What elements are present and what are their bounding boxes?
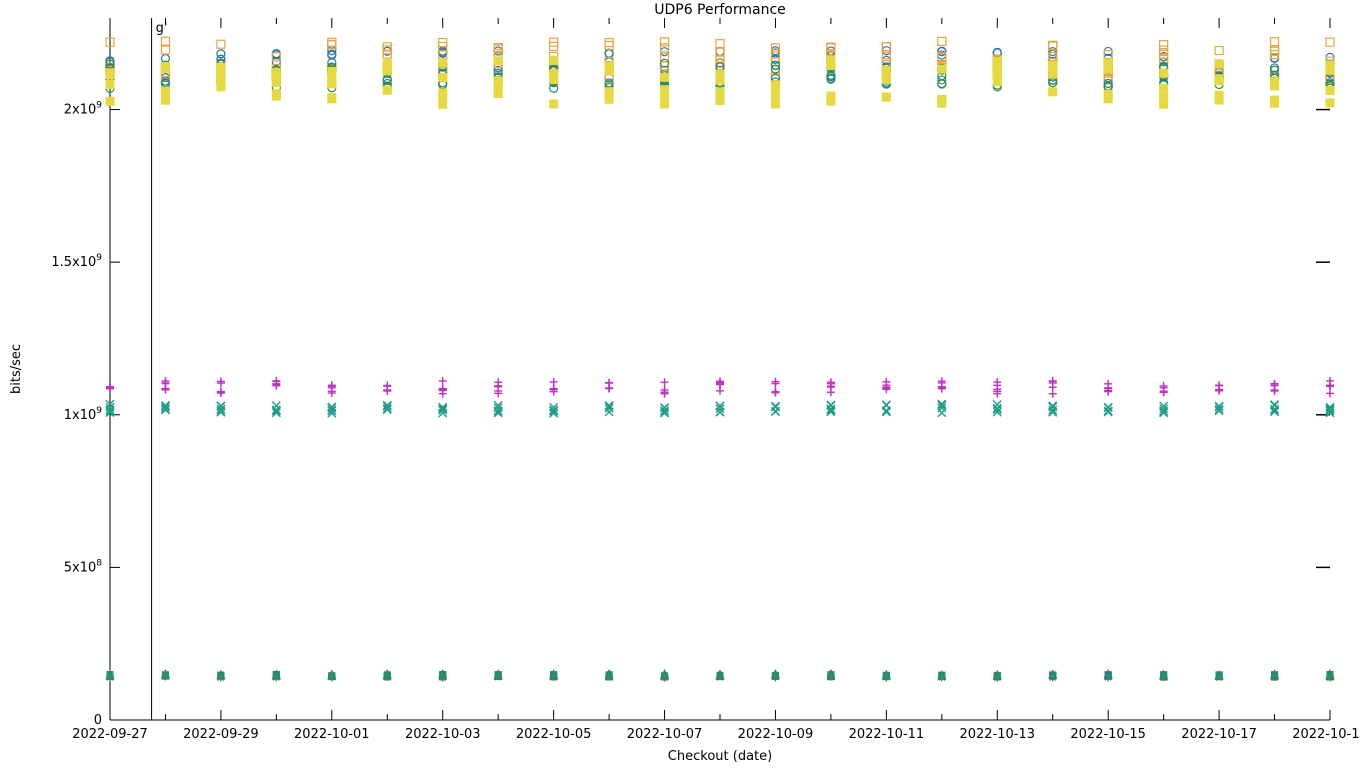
x-tick-label: 2022-10-03 [405,727,481,742]
x-tick-label: 2022-09-29 [183,727,259,742]
x-tick-label: 2022-09-27 [72,727,148,742]
x-tick-label: 2022-10-17 [1181,727,1257,742]
x-tick-label: 2022-10-15 [1070,727,1146,742]
y-axis-label: bits/sec [9,344,24,394]
udp6-performance-chart: UDP6 Performance 2022-09-27 2022-09-29 2022… [0,0,1360,768]
x-tick-label: 2022-10-11 [849,727,925,742]
x-axis-label: Checkout (date) [668,749,772,764]
x-tick-label: 2022-10-19 [1292,727,1360,742]
x-tick-label: 2022-10-01 [294,727,370,742]
x-tick-label: 2022-10-09 [738,727,814,742]
annotation-label: g' [156,21,168,36]
x-tick-label: 2022-10-07 [627,727,703,742]
x-tick-label: 2022-10-05 [516,727,592,742]
chart-container: UDP6 Performance 2022-09-27 2022-09-29 2022… [0,0,1360,768]
y-tick-label: 0 [94,713,102,728]
chart-title: UDP6 Performance [654,2,786,18]
y-tick-label: 1.5x109 [51,253,102,270]
x-tick-label: 2022-10-13 [959,727,1035,742]
